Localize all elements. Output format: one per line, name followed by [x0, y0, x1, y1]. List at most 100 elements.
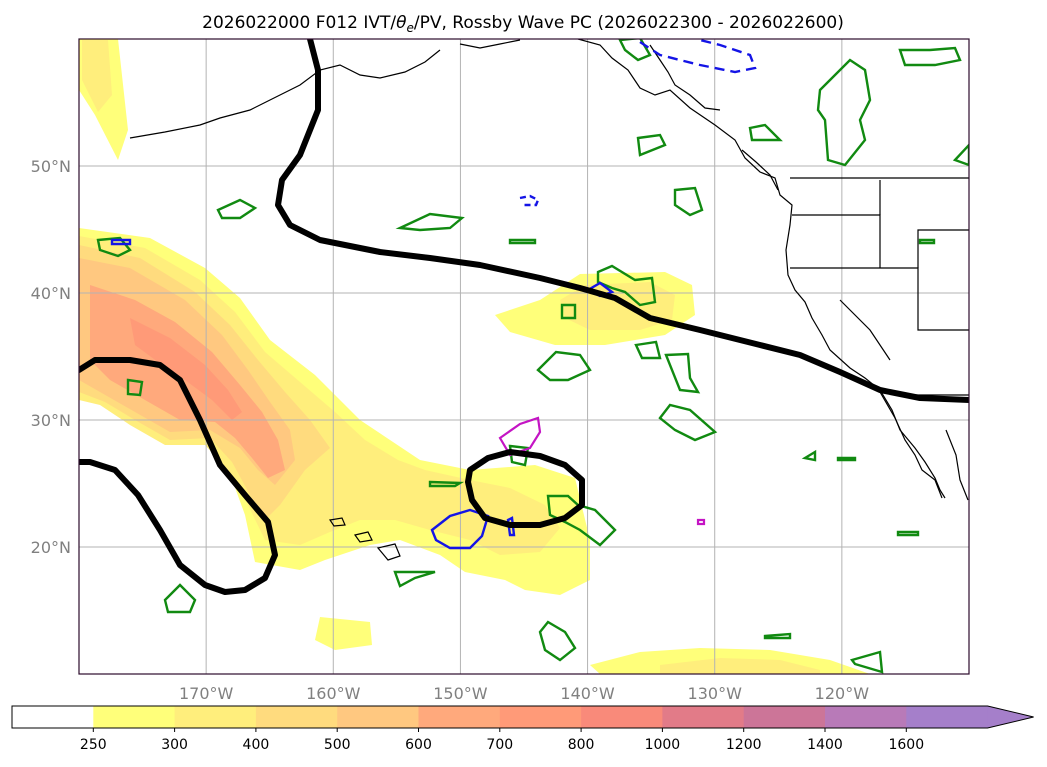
gridlines: [79, 39, 969, 674]
lat-tick-label: 50°N: [31, 157, 71, 176]
ivt-band-300: [660, 658, 820, 674]
green-cell: [596, 264, 657, 307]
coastline-baja: [879, 391, 943, 499]
blue-contour: [110, 238, 132, 246]
green-cell: [216, 198, 258, 220]
coastlines: [129, 39, 969, 561]
green-cell: [428, 480, 465, 488]
green-cell: [634, 340, 662, 360]
green-cell: [163, 583, 197, 614]
green-cell: [673, 186, 704, 217]
green-cell: [508, 238, 537, 245]
lon-tick-label: 130°W: [688, 684, 743, 703]
hawaii-oahu: [328, 517, 346, 527]
green-cell: [126, 378, 144, 397]
pv-contours: [79, 39, 969, 595]
coastline-alaska-2: [459, 39, 521, 49]
green-cell: [538, 620, 577, 662]
colorbar-tick-label: 1200: [726, 737, 762, 753]
ivt-band-250: [315, 617, 372, 650]
map-panel: [79, 39, 969, 674]
ivt-band-300: [82, 40, 112, 112]
hawaii-big-island: [376, 543, 401, 561]
pv-contour-northern: [275, 39, 969, 403]
coastline-vancouver: [741, 149, 779, 191]
blue-contours: [110, 39, 757, 550]
colorbar-segment: [337, 706, 419, 728]
colorbar-segment: [12, 706, 94, 728]
lon-tick-label: 160°W: [306, 684, 361, 703]
green-cell: [896, 530, 920, 537]
green-cells: [96, 39, 969, 674]
colorbar-tick-label: 250: [80, 737, 107, 753]
colorbar-tick-label: 1600: [888, 737, 924, 753]
lon-tick-label: 120°W: [815, 684, 870, 703]
colorbar-outline: [11, 705, 1034, 729]
hawaii-maui: [353, 531, 373, 543]
colorbar-segment: [93, 706, 176, 728]
colorbar-segment: [906, 706, 989, 728]
colorbar-tick-label: 300: [161, 737, 188, 753]
colorbar-segment: [743, 706, 826, 728]
green-cell: [393, 570, 436, 588]
green-cell: [508, 444, 530, 467]
green-cell: [898, 46, 962, 67]
colorbar-tick-label: 800: [568, 737, 595, 753]
pv-contour-west: [79, 357, 278, 595]
coastline-alaska: [129, 49, 441, 139]
colorbar-segment: [499, 706, 582, 728]
colorbar-tick-label: 700: [486, 737, 513, 753]
green-cell: [96, 236, 132, 258]
colorbar-tick-label: 1400: [807, 737, 843, 753]
green-cell: [664, 352, 701, 394]
ivt-band-700: [130, 318, 242, 420]
latitude-ticks: 50°N 40°N 30°N 20°N: [31, 157, 71, 557]
border-states-5: [839, 299, 891, 361]
colorbar-extend-arrow: [987, 706, 1034, 728]
green-cell: [636, 133, 667, 157]
green-cell: [836, 456, 857, 462]
pv-contour-cutoff: [465, 449, 585, 528]
colorbar: 250 300 400 500 600 700 800 1000 1200 1400 1600: [11, 705, 1034, 753]
ivt-shading: [79, 39, 870, 674]
green-cell: [763, 632, 792, 640]
coastline-mexico: [945, 429, 969, 501]
lat-tick-label: 40°N: [31, 284, 71, 303]
green-cell: [560, 303, 577, 320]
blue-contour: [430, 508, 490, 550]
blue-contour: [506, 516, 516, 537]
green-cell: [618, 39, 652, 62]
border-states-2: [790, 267, 969, 331]
colorbar-segment: [255, 706, 338, 728]
colorbar-tick-label: 1000: [645, 737, 681, 753]
green-cell: [536, 350, 592, 382]
magenta-contour: [696, 518, 706, 526]
map-frame: [78, 38, 970, 675]
chart-title: 2026022000 F012 IVT/θe/PV, Rossby Wave P…: [202, 13, 844, 35]
colorbar-tick-label: 500: [324, 737, 351, 753]
colorbar-segment: [581, 706, 663, 728]
green-cell: [748, 123, 783, 142]
lon-tick-label: 140°W: [560, 684, 615, 703]
colorbar-segment: [825, 706, 907, 728]
border-states-4: [917, 229, 969, 268]
colorbar-segment: [662, 706, 745, 728]
colorbar-tick-label: 600: [405, 737, 432, 753]
green-cell: [658, 403, 718, 442]
lat-tick-label: 20°N: [31, 538, 71, 557]
lat-tick-label: 30°N: [31, 411, 71, 430]
colorbar-segment: [418, 706, 501, 728]
blue-contour-dashed: [639, 39, 757, 74]
green-cell: [816, 58, 872, 167]
green-cell: [395, 212, 465, 232]
colorbar-segment: [174, 706, 257, 728]
green-cell: [849, 650, 884, 674]
coastline-islands: [649, 44, 721, 111]
green-cell: [801, 449, 817, 462]
green-cell: [952, 143, 969, 167]
lon-tick-label: 150°W: [433, 684, 488, 703]
colorbar-tick-label: 400: [243, 737, 270, 753]
green-cell: [918, 238, 936, 245]
